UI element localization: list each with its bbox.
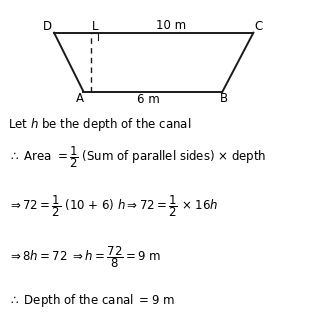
Text: $\therefore$ Area $= \dfrac{1}{2}$ (Sum of parallel sides) $\times$ depth: $\therefore$ Area $= \dfrac{1}{2}$ (Sum … (8, 144, 266, 170)
Text: 10 m: 10 m (156, 19, 187, 32)
Text: B: B (220, 92, 228, 105)
Text: $\therefore$ Depth of the canal $= 9$ m: $\therefore$ Depth of the canal $= 9$ m (8, 292, 175, 309)
Text: C: C (255, 20, 263, 33)
Text: L: L (92, 20, 99, 33)
Text: $\Rightarrow 8h = 72$ $\Rightarrow h = \dfrac{72}{8} = 9$ m: $\Rightarrow 8h = 72$ $\Rightarrow h = \… (8, 244, 161, 269)
Text: Let $h$ be the depth of the canal: Let $h$ be the depth of the canal (8, 116, 191, 133)
Text: D: D (43, 20, 53, 33)
Text: A: A (76, 92, 84, 105)
Text: $\Rightarrow 72 = \dfrac{1}{2}$ (10 + 6) $h \Rightarrow 72 = \dfrac{1}{2}$ $\tim: $\Rightarrow 72 = \dfrac{1}{2}$ (10 + 6)… (8, 193, 218, 219)
Text: 6 m: 6 m (137, 93, 160, 106)
